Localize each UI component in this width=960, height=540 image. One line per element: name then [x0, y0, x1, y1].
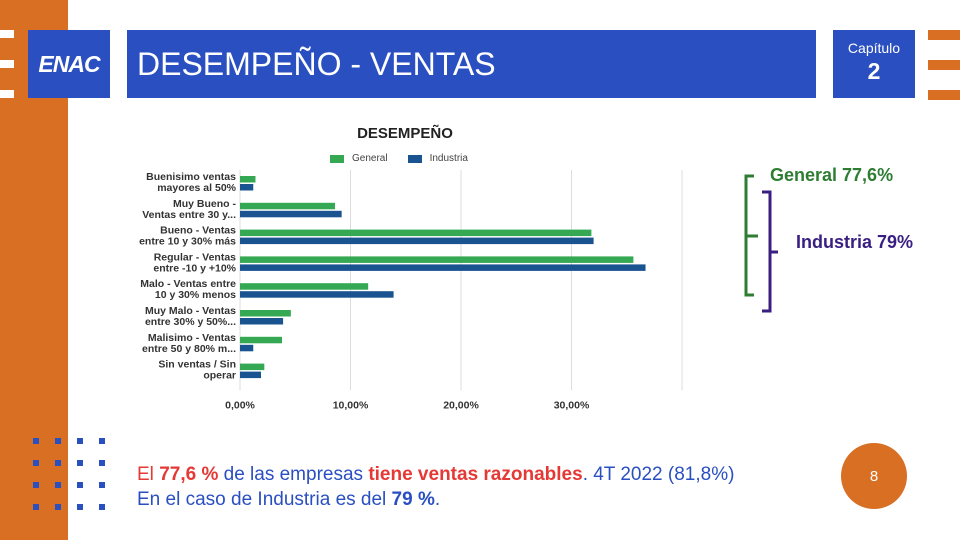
summary-general-value: 77,6 % — [159, 464, 219, 485]
bar-general — [240, 176, 256, 183]
category-label: Muy Malo - Ventas entre 30% y 50%... — [145, 305, 236, 328]
bar-industria — [240, 210, 342, 218]
dot — [77, 460, 83, 466]
logo-text: ENAC — [38, 50, 100, 77]
bar-industria — [240, 344, 254, 352]
x-tick-label: 30,00% — [554, 399, 590, 411]
dot — [33, 504, 39, 510]
title-bar: DESEMPEÑO - VENTAS — [127, 30, 816, 98]
annotation-industria: Industria 79% — [796, 232, 914, 252]
right-stripe — [928, 90, 960, 100]
dot — [55, 460, 61, 466]
general-bracket — [744, 174, 758, 297]
dot — [77, 504, 83, 510]
bar-industria — [240, 237, 594, 245]
right-stripe — [928, 30, 960, 40]
summary-period: . — [434, 489, 441, 510]
page-title: DESEMPEÑO - VENTAS — [137, 45, 496, 82]
category-label: Buenisimo ventas mayores al 50% — [146, 171, 237, 194]
bar-general — [240, 256, 634, 263]
legend-swatch-general — [330, 154, 344, 163]
dot — [55, 438, 61, 444]
summary-text-el: El — [137, 464, 160, 485]
category-label: Malisimo - Ventas entre 50 y 80% m... — [142, 332, 236, 355]
page-number-badge: 8 — [841, 443, 907, 509]
right-stripe — [928, 60, 960, 70]
legend-item-industria: Industria — [407, 153, 468, 164]
summary-industria-text: En el caso de Industria es del — [137, 489, 392, 510]
bar-industria — [240, 318, 284, 325]
summary-line-1: El 77,6 % de las empresas tiene ventas r… — [137, 462, 734, 487]
enac-logo: ENAC — [28, 30, 110, 98]
left-stripe — [0, 90, 14, 98]
legend-label-general: General — [352, 153, 388, 164]
left-stripe — [0, 60, 14, 68]
dot — [77, 438, 83, 444]
chart-title: DESEMPEÑO — [357, 125, 453, 142]
summary-comparison: . 4T 2022 (81,8%) — [582, 464, 735, 485]
bar-general — [240, 336, 282, 344]
dot — [55, 504, 61, 510]
bar-industria — [240, 264, 646, 271]
dot — [33, 460, 39, 466]
chart-legend: General Industria — [330, 153, 488, 164]
bar-general — [240, 310, 291, 317]
dot — [99, 438, 105, 444]
dot — [99, 504, 105, 510]
chapter-number: 2 — [867, 58, 881, 84]
summary-text-mid: de las empresas — [218, 464, 369, 485]
bar-industria — [240, 371, 261, 379]
category-label: Muy Bueno -Ventas entre 30 y... — [142, 198, 236, 221]
dot — [99, 482, 105, 488]
bar-general — [240, 363, 265, 371]
page-number: 8 — [869, 467, 879, 485]
dot — [55, 482, 61, 488]
dot — [33, 482, 39, 488]
performance-bar-chart: 0,00% 10,00% 20,00% 30,00% Buenisimo ventas m… — [139, 170, 683, 411]
dot — [77, 482, 83, 488]
bar-industria — [240, 184, 254, 191]
dot — [99, 460, 105, 466]
x-tick-label: 0,00% — [225, 399, 255, 411]
annotation-general: General 77,6% — [770, 165, 894, 185]
summary-text: El 77,6 % de las empresas tiene ventas r… — [137, 462, 734, 512]
legend-swatch-industria — [407, 154, 422, 163]
chapter-badge: Capítulo 2 — [833, 30, 915, 98]
category-label: Sin ventas / Sin operar — [158, 359, 236, 382]
dot — [33, 438, 39, 444]
bar-general — [240, 202, 336, 210]
legend-item-general: General — [330, 153, 388, 164]
category-label: Regular - Ventas entre -10 y +10% — [153, 251, 236, 274]
industria-bracket — [762, 190, 778, 313]
bar-industria — [240, 291, 394, 298]
left-stripe — [0, 30, 14, 38]
x-tick-label: 20,00% — [443, 399, 479, 411]
category-label: Malo - Ventas entre 10 y 30% menos — [140, 278, 236, 301]
summary-line-2: En el caso de Industria es del 79 %. — [137, 487, 734, 512]
chapter-label: Capítulo — [847, 40, 901, 56]
category-label: Bueno - Ventas entre 10 y 30% más — [139, 225, 236, 248]
summary-industria-value: 79 % — [391, 489, 435, 510]
x-tick-label: 10,00% — [333, 399, 369, 411]
legend-label-industria: Industria — [429, 153, 468, 164]
bar-general — [240, 283, 369, 290]
bar-general — [240, 229, 592, 237]
summary-highlight: tiene ventas razonables — [368, 464, 583, 485]
